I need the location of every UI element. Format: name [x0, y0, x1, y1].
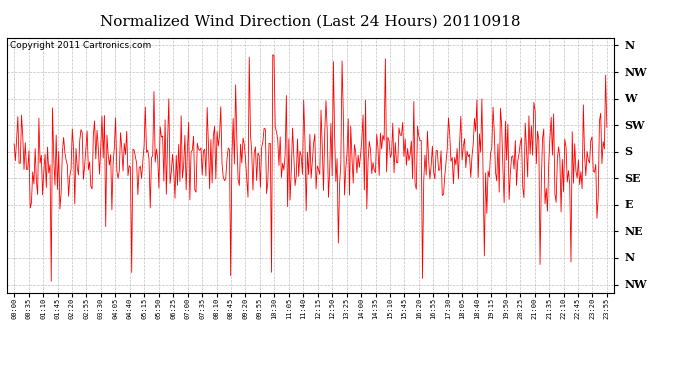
Text: NW: NW — [624, 279, 647, 290]
Text: E: E — [624, 200, 633, 210]
Text: W: W — [624, 93, 637, 104]
Text: N: N — [624, 40, 635, 51]
Text: SW: SW — [624, 120, 645, 130]
Text: S: S — [624, 146, 633, 157]
Text: NW: NW — [624, 66, 647, 78]
Text: NE: NE — [624, 226, 643, 237]
Text: Normalized Wind Direction (Last 24 Hours) 20110918: Normalized Wind Direction (Last 24 Hours… — [100, 15, 521, 29]
Text: SE: SE — [624, 173, 641, 184]
Text: Copyright 2011 Cartronics.com: Copyright 2011 Cartronics.com — [10, 41, 151, 50]
Text: N: N — [624, 252, 635, 264]
